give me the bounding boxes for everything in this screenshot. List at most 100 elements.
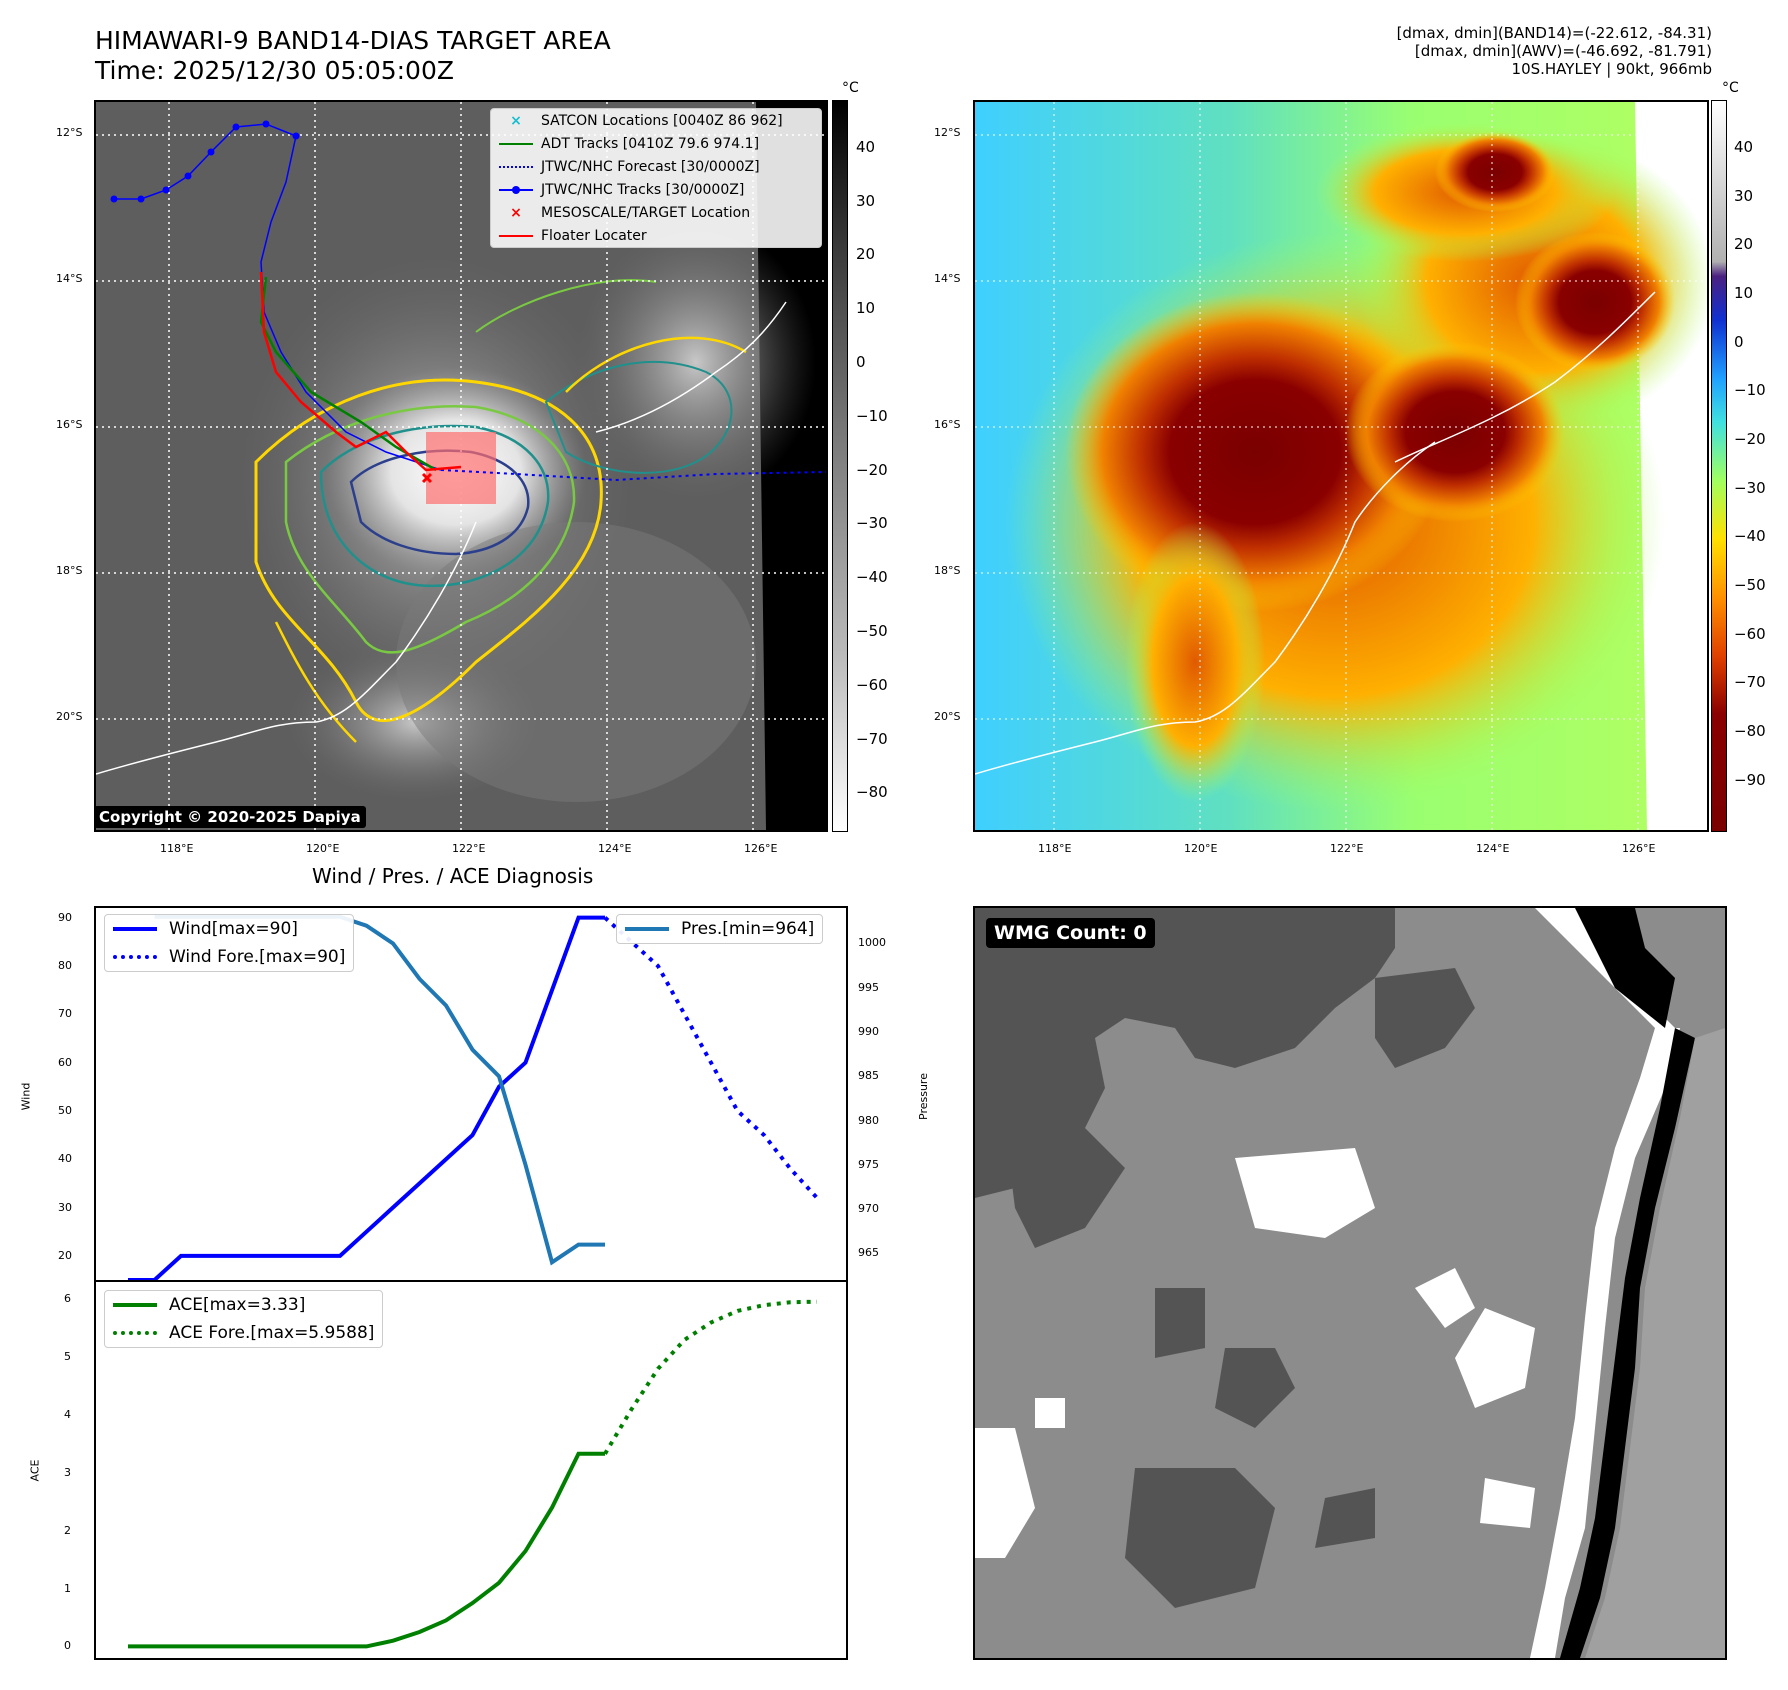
pressure-tick: 1000 (858, 936, 886, 950)
legend-floater: Floater Locater (491, 224, 821, 247)
legend-label: JTWC/NHC Tracks [30/0000Z] (541, 181, 745, 198)
chart-title: Wind / Pres. / ACE Diagnosis (312, 864, 594, 888)
legend-label: SATCON Locations [0040Z 86 962] (541, 112, 783, 129)
lon-tick: 126°E (744, 842, 778, 855)
lat-tick: 14°S (934, 272, 961, 285)
legend-label: Floater Locater (541, 227, 647, 244)
legend-label: Wind Fore.[max=90] (169, 947, 346, 967)
colorbar-tick: 30 (856, 191, 876, 210)
lon-tick: 120°E (1184, 842, 1218, 855)
ace-tick: 0 (64, 1639, 71, 1653)
floater-line-icon (499, 234, 533, 237)
lat-tick: 18°S (934, 564, 961, 577)
legend-label: MESOSCALE/TARGET Location (541, 204, 751, 221)
ace-axis-label: ACE (28, 1459, 42, 1482)
colorbar-tick: 20 (1734, 235, 1754, 254)
ace-plot (128, 1299, 818, 1649)
lon-tick: 120°E (306, 842, 340, 855)
colorbar-tick: 10 (856, 299, 876, 318)
copyright-badge: Copyright © 2020-2025 Dapiya (94, 806, 366, 828)
timestamp: Time: 2025/12/30 05:05:00Z (95, 56, 454, 85)
wind-forecast-line (603, 916, 819, 1200)
wind-tick: 20 (58, 1248, 72, 1262)
colorbar-tick: −30 (1734, 478, 1766, 497)
pressure-legend: Pres.[min=964] (616, 914, 824, 944)
lon-tick: 124°E (598, 842, 632, 855)
lat-tick: 20°S (934, 710, 961, 723)
ace-legend: ACE[max=3.33] ACE Fore.[max=5.9588] (104, 1290, 384, 1348)
wind-tick: 50 (58, 1103, 72, 1117)
lat-tick: 18°S (56, 564, 83, 577)
pressure-tick: 995 (858, 980, 879, 994)
colorbar-tick: 10 (1734, 283, 1754, 302)
legend-label: ACE Fore.[max=5.9588] (169, 1323, 375, 1343)
lon-tick: 122°E (452, 842, 486, 855)
lon-tick: 118°E (1038, 842, 1072, 855)
pressure-axis-label: Pressure (916, 1073, 930, 1120)
adt-line-icon (499, 142, 533, 145)
colorbar-tick: −90 (1734, 770, 1766, 789)
colorbar-tick: 0 (856, 353, 866, 372)
legend-wind-forecast: Wind Fore.[max=90] (105, 943, 353, 971)
ace-tick: 2 (64, 1523, 71, 1537)
colorbar-tick: −30 (856, 514, 888, 533)
ace-forecast-line (603, 1299, 818, 1455)
colorbar-tick: −60 (856, 675, 888, 694)
pressure-line-icon (625, 927, 669, 931)
lat-tick: 12°S (56, 126, 83, 139)
colorbar-tick: 40 (856, 137, 876, 156)
ace-tick: 5 (64, 1350, 71, 1364)
colorbar-tick: 40 (1734, 137, 1754, 156)
wind-line (128, 915, 605, 1280)
colorbar-tick: −40 (1734, 527, 1766, 546)
ace-line-icon (113, 1303, 157, 1307)
colorbar-tick: 0 (1734, 332, 1744, 351)
legend-label: Wind[max=90] (169, 919, 298, 939)
pressure-tick: 965 (858, 1246, 879, 1260)
pressure-tick: 980 (858, 1113, 879, 1127)
colorbar-tick: 30 (1734, 186, 1754, 205)
colorbar-tick: −70 (856, 729, 888, 748)
wind-legend: Wind[max=90] Wind Fore.[max=90] (104, 914, 355, 972)
colorbar-tick: −20 (1734, 429, 1766, 448)
ace-chart (94, 1280, 848, 1660)
wind-axis-label: Wind (19, 1082, 33, 1111)
pressure-tick: 970 (858, 1202, 879, 1216)
lat-tick: 14°S (56, 272, 83, 285)
enhanced-map-panel (973, 100, 1709, 832)
stats-awv: [dmax, dmin](AWV)=(-46.692, -81.791) (1414, 42, 1712, 60)
ir-colorbar (832, 100, 848, 832)
legend-ace-forecast: ACE Fore.[max=5.9588] (105, 1319, 382, 1347)
lon-tick: 126°E (1622, 842, 1656, 855)
satcon-marker-icon: × (510, 112, 522, 129)
wind-line-icon (113, 927, 157, 931)
ir-map-legend: × SATCON Locations [0040Z 86 962] ADT Tra… (490, 108, 822, 248)
colorbar-tick: −80 (1734, 721, 1766, 740)
ir-map-image (96, 102, 826, 830)
lon-tick: 118°E (160, 842, 194, 855)
storm-info: 10S.HAYLEY | 90kt, 966mb (1511, 60, 1712, 78)
cbar-unit: °C (1722, 80, 1739, 96)
wind-tick: 30 (58, 1200, 72, 1214)
ace-tick: 4 (64, 1408, 71, 1422)
legend-adt: ADT Tracks [0410Z 79.6 974.1] (491, 132, 821, 155)
target-marker-icon: × (510, 204, 522, 221)
pressure-tick: 975 (858, 1157, 879, 1171)
enhanced-colorbar (1711, 100, 1727, 832)
legend-jtwc-forecast: JTWC/NHC Forecast [30/0000Z] (491, 155, 821, 178)
forecast-line-icon (499, 165, 533, 168)
legend-wind: Wind[max=90] (105, 915, 353, 943)
legend-satcon: × SATCON Locations [0040Z 86 962] (491, 109, 821, 132)
legend-jtwc-tracks: JTWC/NHC Tracks [30/0000Z] (491, 178, 821, 201)
lat-tick: 16°S (934, 418, 961, 431)
ace-tick: 1 (64, 1581, 71, 1595)
wmg-panel (973, 906, 1727, 1660)
cbar-unit: °C (842, 80, 859, 96)
colorbar-tick: −40 (856, 568, 888, 587)
wind-tick: 80 (58, 958, 72, 972)
pressure-tick: 985 (858, 1069, 879, 1083)
pressure-tick: 990 (858, 1025, 879, 1038)
lat-tick: 12°S (934, 126, 961, 139)
stats-band14: [dmax, dmin](BAND14)=(-22.612, -84.31) (1396, 24, 1712, 42)
wind-forecast-line-icon (113, 955, 157, 959)
